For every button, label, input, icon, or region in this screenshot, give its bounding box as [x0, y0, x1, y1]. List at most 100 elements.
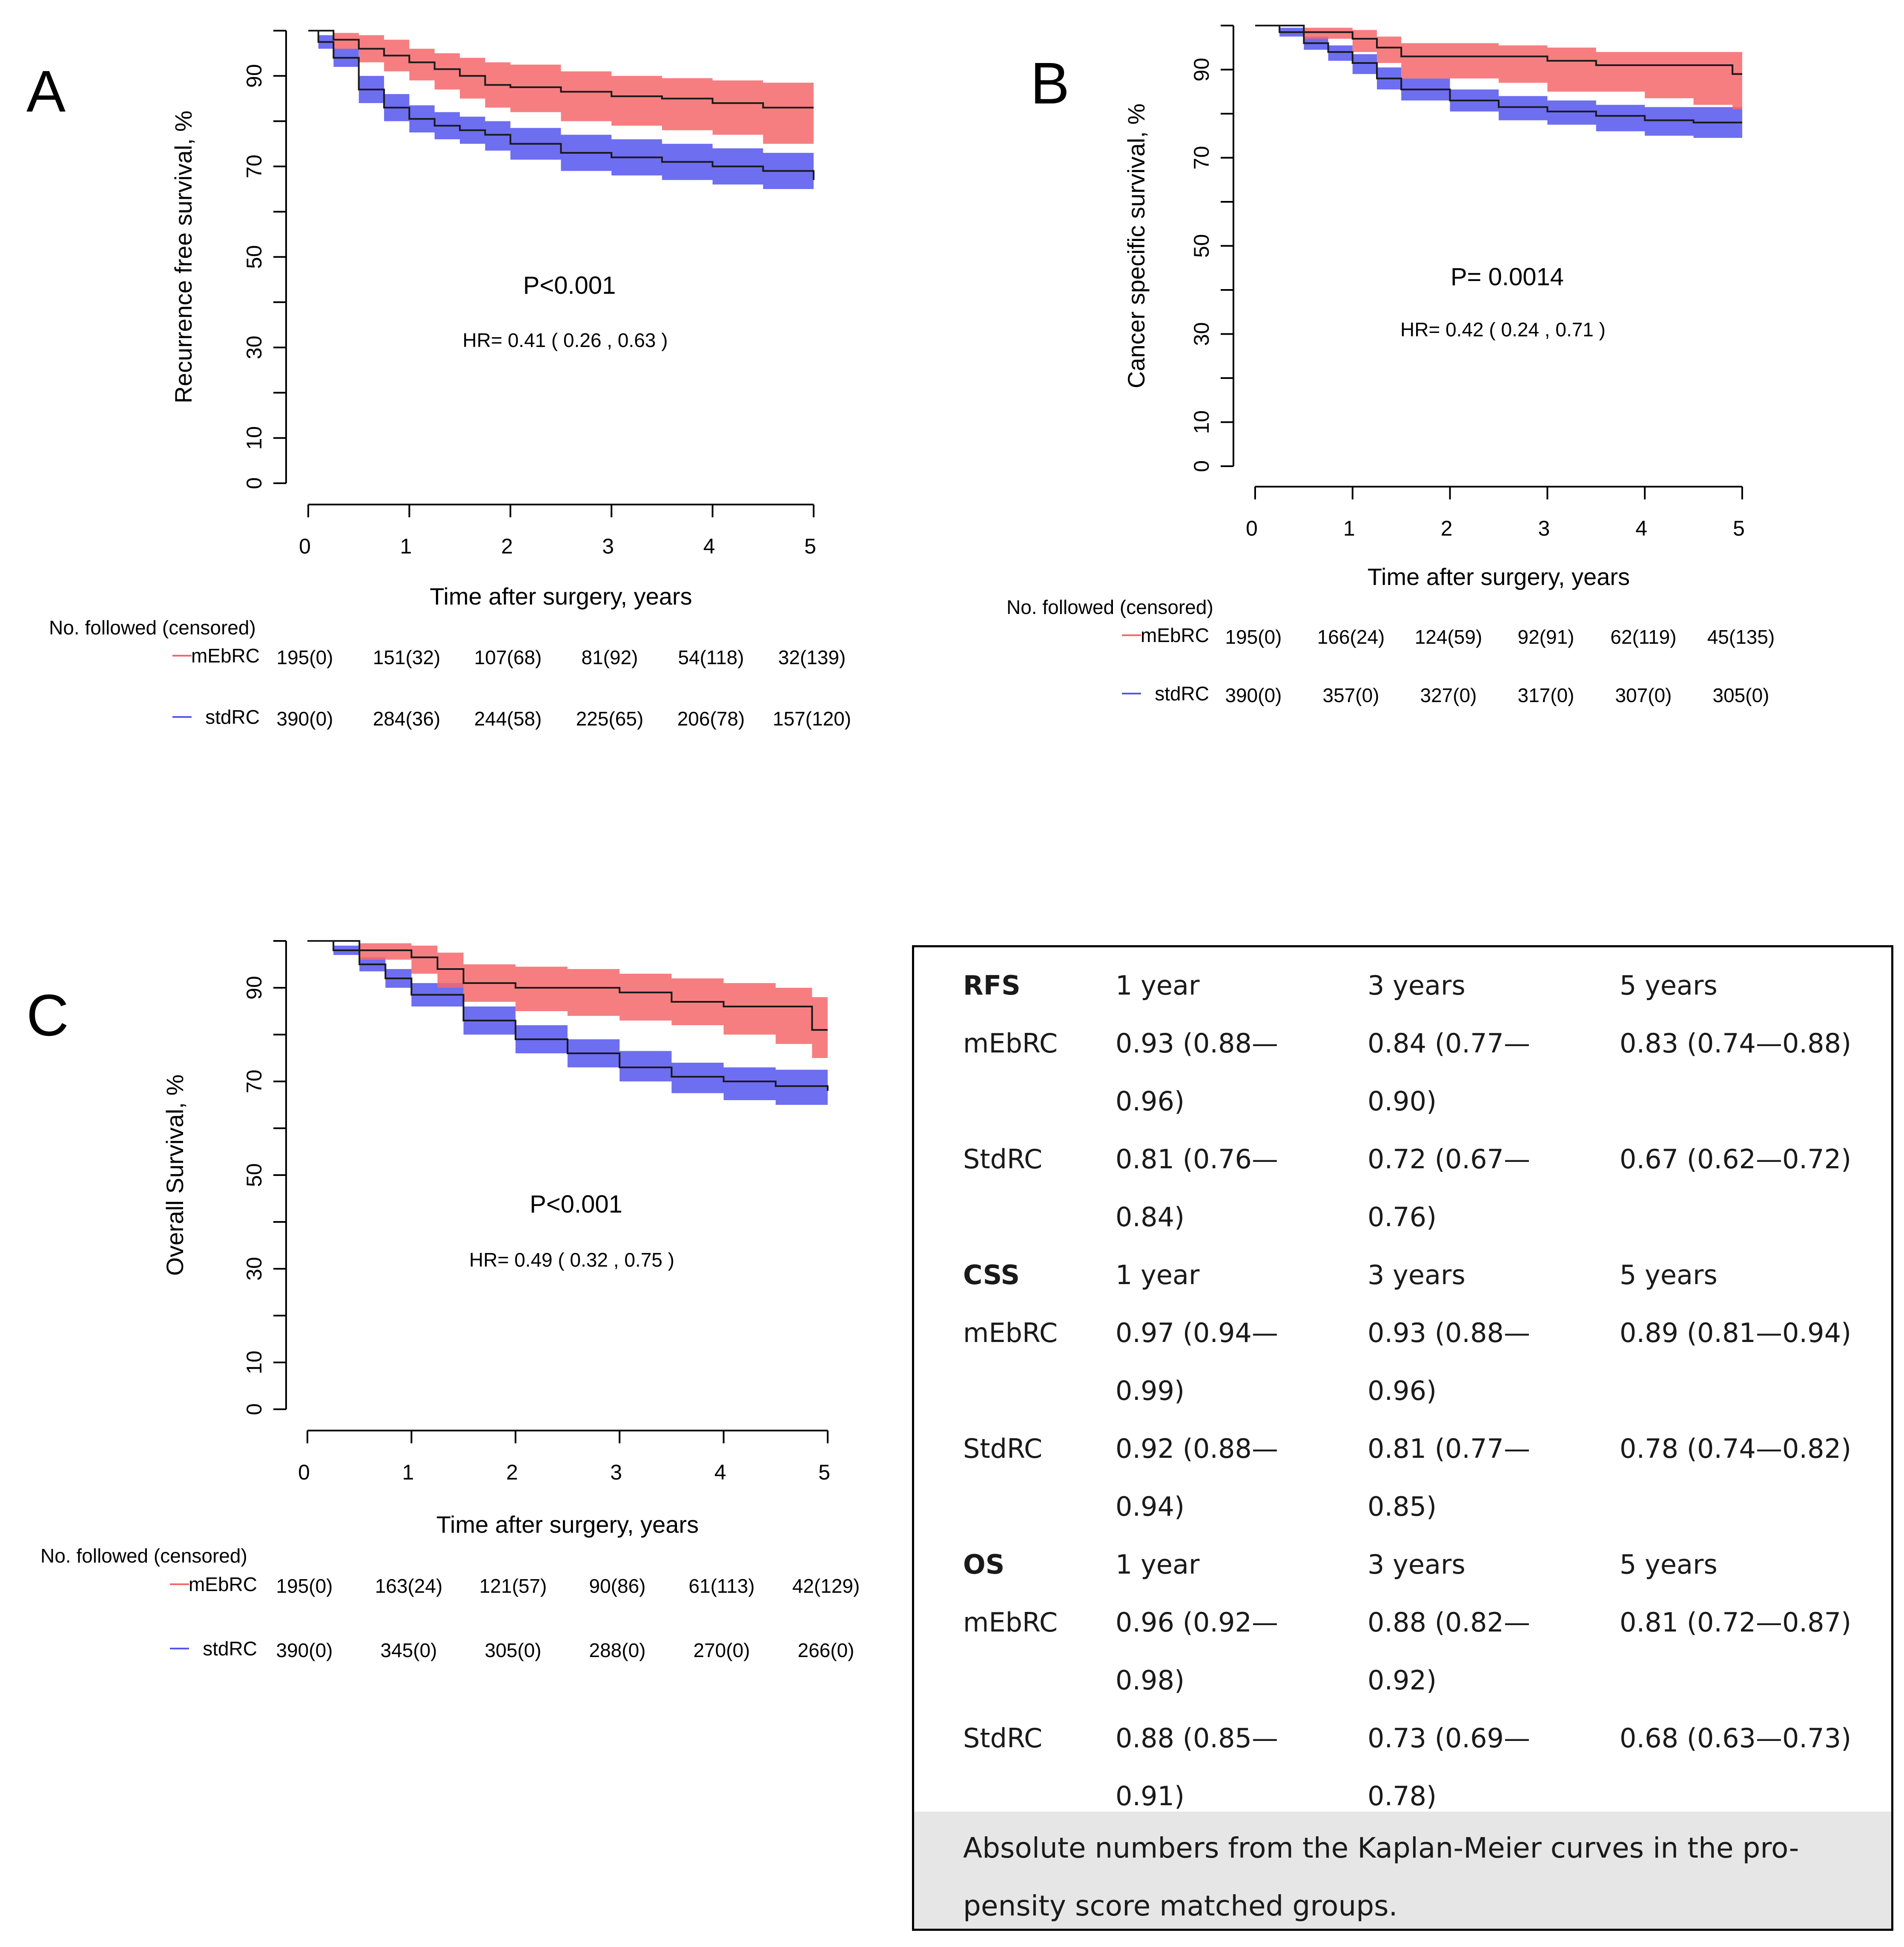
table-cell: 3 years [1368, 970, 1465, 1001]
km-panel-b: B 0 10 30 50 70 90 Cancer specific survival, % 0… [1006, 25, 1775, 706]
table-cell: 0.93 (0.88— 0.96) [1368, 1317, 1530, 1406]
p-value-annotation: P<0.001 [523, 272, 616, 299]
risk-row-label: mEbRC [189, 1573, 257, 1595]
table-cell: 5 years [1620, 970, 1718, 1001]
risk-table-cell: 390(0) [277, 708, 333, 730]
risk-table-cell: 390(0) [276, 1639, 333, 1661]
risk-table-cell: 345(0) [381, 1639, 437, 1661]
risk-table-cell: 90(86) [589, 1575, 646, 1597]
y-axis-label: Recurrence free survival, % [170, 111, 197, 404]
risk-table-cell: 390(0) [1225, 684, 1282, 706]
y-tick-label: 50 [242, 245, 266, 269]
y-tick-label: 50 [1190, 234, 1213, 258]
x-axis-label: Time after surgery, years [1368, 563, 1630, 590]
table-row: OS 1 year 3 years 5 years [963, 1536, 1875, 1594]
x-tick-label: 4 [703, 534, 715, 558]
km-curve-mebrc [307, 940, 828, 1031]
y-tick-label: 30 [242, 1257, 266, 1281]
table-row: CSS 1 year 3 years 5 years [963, 1246, 1875, 1304]
risk-table-cell: 121(57) [479, 1575, 547, 1597]
x-axis-label: Time after surgery, years [436, 1511, 699, 1538]
table-row: StdRC 0.88 (0.85— 0.91) 0.73 (0.69— 0.78) 0.6… [963, 1709, 1875, 1825]
risk-table-cell: 244(58) [474, 708, 542, 730]
risk-table-cell: 32(139) [778, 646, 846, 668]
panel-letter: C [26, 983, 69, 1048]
table-row: mEbRC 0.93 (0.88— 0.96) 0.84 (0.77— 0.90) 0.8… [963, 1015, 1875, 1130]
table-cell: mEbRC [963, 1028, 1058, 1059]
table-cell: 0.67 (0.62—0.72) [1620, 1144, 1852, 1175]
y-tick-label: 0 [242, 477, 266, 489]
risk-table-cell: 163(24) [375, 1575, 443, 1597]
km-curve-stdrc [308, 30, 814, 180]
risk-table-cell: 317(0) [1518, 684, 1574, 706]
table-cell: 0.81 (0.76— 0.84) [1115, 1144, 1278, 1233]
y-tick-label: 70 [1190, 146, 1213, 170]
table-cell: 0.81 (0.77— 0.85) [1368, 1433, 1530, 1522]
risk-row-label: stdRC [1155, 682, 1209, 705]
y-tick-label: 90 [242, 976, 266, 1000]
y-axis-label: Overall Survival, % [161, 1074, 188, 1276]
summary-table: RFS 1 year 3 years 5 years mEbRC 0.93 (0.88— 0… [912, 945, 1893, 1931]
survival-estimates-table: RFS 1 year 3 years 5 years mEbRC 0.93 (0.88— 0… [963, 957, 1875, 1825]
y-tick-label: 70 [242, 1070, 266, 1093]
x-tick-label: 0 [1246, 516, 1258, 540]
p-value-annotation: P<0.001 [530, 1190, 622, 1218]
x-tick-label: 1 [400, 534, 412, 558]
risk-table-cell: 151(32) [373, 646, 441, 668]
table-cell: OS [963, 1549, 1005, 1580]
y-tick-label: 90 [1190, 58, 1213, 82]
table-cell: RFS [963, 970, 1021, 1001]
table-row: StdRC 0.92 (0.88— 0.94) 0.81 (0.77— 0.85) 0.7… [963, 1420, 1875, 1536]
y-tick-label: 10 [1190, 410, 1213, 434]
table-cell: 0.72 (0.67— 0.76) [1368, 1144, 1530, 1233]
risk-table-cell: 195(0) [276, 1575, 333, 1597]
table-cell: 0.68 (0.63—0.73) [1620, 1723, 1852, 1754]
risk-table-cell: 62(119) [1610, 626, 1676, 648]
table-cell: CSS [963, 1259, 1020, 1290]
risk-table-cell: 157(120) [773, 708, 851, 730]
x-tick-label: 1 [1343, 516, 1355, 540]
risk-table-title: No. followed (censored) [49, 617, 256, 639]
x-tick-label: 3 [1538, 516, 1550, 540]
x-tick-label: 2 [1441, 516, 1453, 540]
table-cell: 0.83 (0.74—0.88) [1620, 1028, 1852, 1059]
risk-table-cell: 195(0) [1225, 626, 1282, 648]
risk-table-cell: 124(59) [1415, 626, 1482, 648]
y-tick-label: 90 [242, 64, 266, 88]
table-cell: 0.92 (0.88— 0.94) [1115, 1433, 1278, 1522]
risk-table-cell: 307(0) [1615, 684, 1672, 706]
risk-table-title: No. followed (censored) [40, 1545, 247, 1567]
y-axis-label: Cancer specific survival, % [1123, 103, 1150, 388]
km-curve-stdrc [1255, 25, 1742, 123]
table-cell: 0.96 (0.92— 0.98) [1115, 1607, 1278, 1696]
y-tick-label: 10 [242, 426, 266, 450]
risk-table-cell: 327(0) [1420, 684, 1477, 706]
km-panel-a: A 0 10 30 50 70 90 Recurrence free survival, % 0… [26, 30, 851, 730]
table-row: mEbRC 0.96 (0.92— 0.98) 0.88 (0.82— 0.92) 0.8… [963, 1594, 1875, 1709]
risk-table-cell: 61(113) [688, 1575, 754, 1597]
x-tick-label: 1 [402, 1460, 414, 1484]
km-curve-mebrc [1255, 25, 1742, 75]
risk-table-cell: 81(92) [582, 646, 638, 668]
table-cell: 0.97 (0.94— 0.99) [1115, 1317, 1278, 1406]
y-tick-label: 30 [242, 335, 266, 359]
risk-table-cell: 107(68) [474, 646, 542, 668]
risk-table-cell: 45(135) [1707, 626, 1775, 648]
hazard-ratio-annotation: HR= 0.41 ( 0.26 , 0.63 ) [463, 329, 668, 351]
x-tick-label: 5 [818, 1460, 830, 1484]
y-tick-label: 0 [1190, 460, 1213, 472]
table-cell: StdRC [963, 1433, 1043, 1464]
risk-table-cell: 42(129) [792, 1575, 860, 1597]
table-cell: 0.88 (0.82— 0.92) [1368, 1607, 1530, 1696]
risk-table-cell: 166(24) [1317, 626, 1385, 648]
risk-table-cell: 288(0) [589, 1639, 646, 1661]
risk-table-cell: 357(0) [1323, 684, 1379, 706]
km-curve-stdrc [307, 940, 829, 1091]
x-tick-label: 0 [298, 1460, 310, 1484]
table-cell: StdRC [963, 1144, 1043, 1175]
risk-table-cell: 305(0) [485, 1639, 542, 1661]
x-tick-label: 4 [1635, 516, 1647, 540]
x-tick-label: 4 [714, 1460, 726, 1484]
ci-band-stdrc [308, 31, 814, 203]
